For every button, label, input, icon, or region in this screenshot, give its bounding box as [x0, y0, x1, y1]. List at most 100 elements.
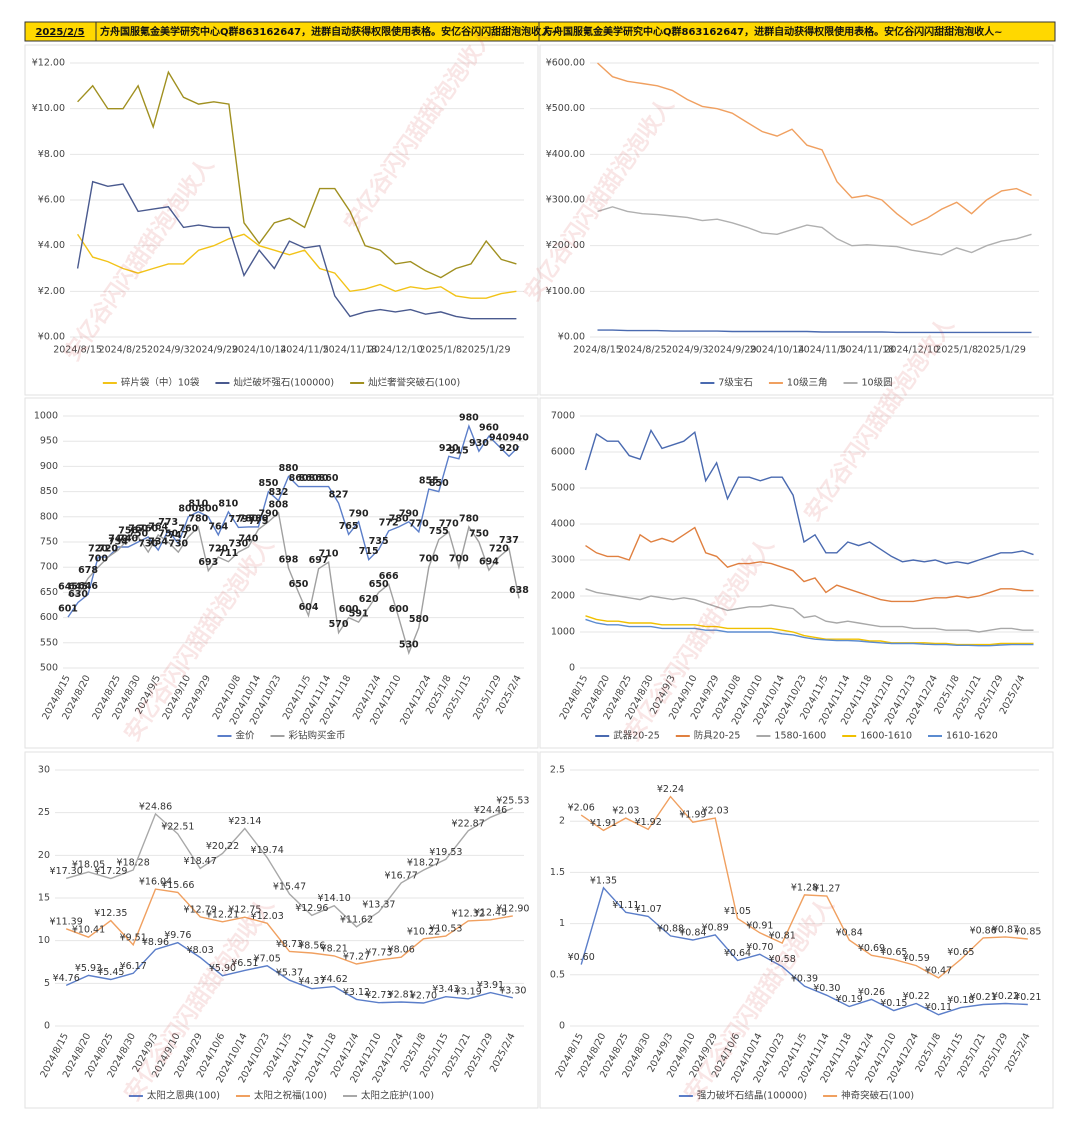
data-label: ¥0.84 [836, 927, 863, 938]
data-label: ¥16.77 [385, 870, 418, 881]
series-line [597, 329, 1032, 334]
data-label: 775 [249, 516, 269, 527]
data-label: 850 [429, 478, 449, 489]
x-tick-label: 2024/12/10 [368, 345, 423, 356]
data-label: 920 [439, 443, 459, 454]
data-label: 850 [259, 478, 279, 489]
legend-label: 太阳之祝福(100) [254, 1090, 327, 1102]
chart-panel [539, 397, 1054, 749]
data-label: ¥3.12 [343, 987, 370, 998]
y-tick-label: 5000 [551, 483, 575, 494]
data-label: ¥8.21 [321, 943, 348, 954]
data-label: ¥12.32 [452, 908, 485, 919]
data-label: ¥2.73 [365, 990, 392, 1001]
data-label: ¥0.22 [992, 991, 1019, 1002]
data-label: 790 [349, 508, 369, 519]
data-label: ¥18.28 [117, 858, 150, 869]
data-label: ¥0.64 [724, 948, 751, 959]
data-label: ¥18.47 [184, 856, 217, 867]
y-tick-label: 4000 [551, 519, 575, 530]
legend-label: 10级圆 [862, 377, 893, 389]
chart-panel [24, 397, 539, 749]
data-label: ¥8.73 [276, 939, 303, 950]
data-label: 740 [118, 534, 138, 545]
data-label: 737 [499, 535, 519, 546]
data-label: ¥0.21 [970, 992, 997, 1003]
legend-label: 太阳之恩典(100) [147, 1090, 220, 1102]
data-label: ¥5.90 [209, 963, 236, 974]
data-label: ¥12.03 [251, 911, 284, 922]
data-label: ¥22.51 [161, 821, 194, 832]
x-tick-label: 2024/9/29 [189, 345, 238, 356]
y-tick-label: 850 [40, 486, 58, 497]
data-label: 770 [409, 518, 429, 529]
data-label: 693 [198, 557, 218, 568]
data-label: 650 [289, 579, 309, 590]
data-label: 810 [188, 498, 208, 509]
data-label: 580 [409, 614, 429, 625]
data-label: 630 [68, 589, 88, 600]
series-line [65, 888, 513, 965]
data-label: ¥16.04 [139, 877, 172, 888]
legend-label: 10级三角 [787, 377, 828, 389]
data-label: ¥0.11 [925, 1002, 952, 1013]
data-label: 638 [509, 585, 529, 596]
data-label: 700 [419, 554, 439, 565]
data-label: 678 [78, 565, 98, 576]
data-label: 800 [178, 503, 198, 514]
x-tick-label: 2025/1/8 [419, 345, 462, 356]
data-label: ¥7.27 [343, 951, 370, 962]
data-label: 711 [218, 548, 238, 559]
data-label: ¥2.03 [612, 806, 639, 817]
data-label: 697 [309, 555, 329, 566]
data-label: ¥7.05 [254, 953, 281, 964]
data-label: ¥12.90 [496, 903, 529, 914]
data-label: 698 [279, 555, 299, 566]
legend-label: 金价 [235, 730, 255, 742]
x-tick-label: 2024/11/5 [280, 345, 329, 356]
data-label: ¥1.05 [724, 906, 751, 917]
x-tick-label: 2024/9/29 [708, 345, 757, 356]
data-label: 591 [349, 609, 369, 620]
data-label: ¥20.22 [206, 841, 239, 852]
data-label: ¥17.30 [50, 866, 83, 877]
data-label: ¥12.79 [184, 904, 217, 915]
y-tick-label: ¥2.00 [38, 286, 65, 297]
data-label: 530 [399, 639, 419, 650]
data-label: ¥8.56 [298, 940, 325, 951]
legend-label: 彩钻购买金币 [289, 730, 346, 742]
x-tick-label: 2024/9/3 [666, 345, 709, 356]
data-label: 750 [158, 529, 178, 540]
data-label: 764 [208, 521, 228, 532]
data-label: ¥8.06 [388, 945, 415, 956]
data-label: 720 [98, 544, 118, 555]
data-label: 915 [449, 445, 469, 456]
series-line [585, 618, 1034, 647]
y-tick-label: 30 [38, 765, 50, 776]
y-tick-label: ¥10.00 [32, 103, 65, 114]
data-label: ¥25.53 [496, 796, 529, 807]
data-label: ¥10.22 [407, 926, 440, 937]
data-label: 940 [509, 433, 529, 444]
y-tick-label: 1.5 [550, 867, 565, 878]
data-label: ¥12.45 [474, 907, 507, 918]
data-label: ¥0.89 [702, 922, 729, 933]
data-label: ¥1.28 [791, 882, 818, 893]
y-tick-label: 2 [559, 816, 565, 827]
data-label: ¥5.45 [97, 967, 124, 978]
data-label: 720 [489, 544, 509, 555]
data-label: 720 [88, 544, 108, 555]
series-line [580, 795, 1028, 979]
y-tick-label: 1 [559, 918, 565, 929]
y-tick-label: 2000 [551, 591, 575, 602]
data-label: 645 [68, 581, 88, 592]
data-label: ¥10.41 [72, 925, 105, 936]
data-label: 930 [469, 438, 489, 449]
data-label: ¥8.03 [187, 945, 214, 956]
series-line [597, 206, 1032, 256]
data-label: 720 [98, 544, 118, 555]
data-label: ¥1.11 [612, 900, 639, 911]
y-tick-label: ¥100.00 [546, 286, 585, 297]
data-label: ¥0.65 [880, 947, 907, 958]
data-label: 570 [329, 619, 349, 630]
